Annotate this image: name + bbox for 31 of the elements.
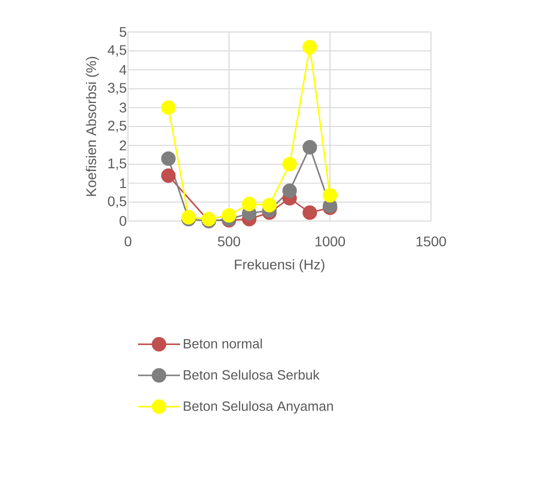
x-tick-label: 1000	[316, 236, 345, 246]
y-axis-title: Koefisien Absorbsi (%)	[86, 56, 99, 196]
legend-label: Beton Selulosa Serbuk	[184, 370, 320, 380]
x-axis-title: Frekuensi (Hz)	[234, 259, 324, 272]
point	[282, 184, 297, 198]
point	[161, 100, 176, 115]
point	[282, 157, 297, 172]
y-tick-label: 3,5	[108, 82, 126, 94]
y-tick-label: 0,5	[108, 196, 126, 208]
y-tick-label: 3	[120, 102, 126, 113]
x-tick-label: 1500	[416, 236, 446, 246]
point	[302, 40, 318, 54]
y-tick-label: 1	[120, 178, 126, 188]
y-tick-label: 0	[120, 216, 126, 226]
y-tick-label: 4	[119, 64, 126, 75]
y-tick-label: 4,5	[108, 45, 126, 57]
legend-label: Beton Selulosa Anyaman	[184, 401, 333, 414]
y-tick-label: 2,5	[108, 120, 126, 132]
point	[302, 205, 318, 220]
point	[242, 196, 256, 212]
legend-label: Beton normal	[184, 338, 262, 348]
y-tick-label: 2	[120, 140, 126, 150]
point	[322, 188, 338, 203]
point	[161, 151, 176, 166]
point	[222, 208, 236, 223]
point	[302, 140, 318, 155]
y-tick-label: 5	[120, 27, 126, 37]
point	[161, 168, 176, 183]
y-tick-label: 1,5	[108, 158, 126, 170]
point	[262, 198, 277, 212]
x-tick-label: 500	[218, 236, 240, 246]
